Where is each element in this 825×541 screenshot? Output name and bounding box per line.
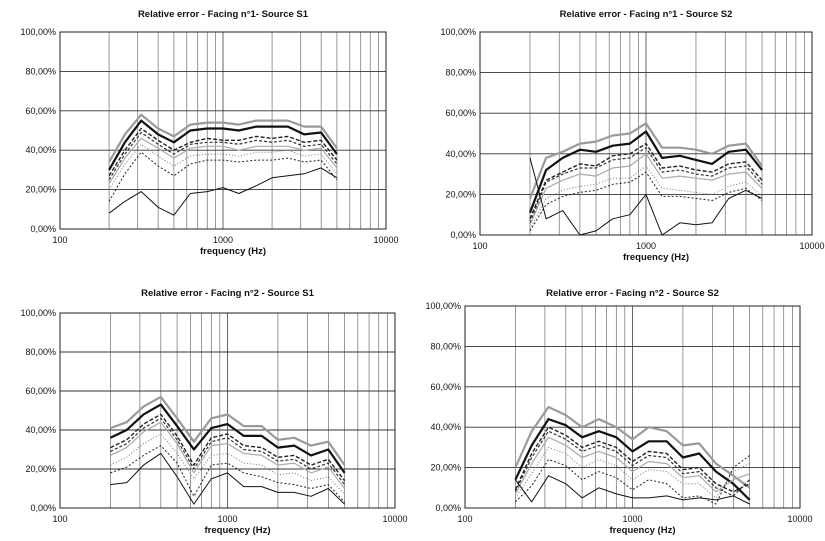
y-tick-label: 60,00% <box>25 386 56 396</box>
series-line-3 <box>529 142 763 220</box>
y-tick-label: 0,00% <box>30 503 56 513</box>
x-axis-label: frequency (Hz) <box>623 252 689 263</box>
y-tick-label: 0,00% <box>450 230 476 240</box>
chart-facing1-s1: Relative error - Facing n°1- Source S1 0,… <box>20 9 398 257</box>
series-line-7 <box>108 151 338 202</box>
y-tick-label: 20,00% <box>25 464 56 474</box>
series-line-1 <box>110 395 346 466</box>
x-tick-label: 1000 <box>213 235 233 245</box>
x-tick-label: 1000 <box>636 241 656 251</box>
y-tick-label: 60,00% <box>25 106 56 116</box>
series-line-8 <box>108 167 338 216</box>
y-tick-label: 100,00% <box>425 301 461 311</box>
chart-title: Relative error - Facing n°2 - Source S2 <box>546 288 719 299</box>
y-tick-label: 100,00% <box>440 27 476 37</box>
series-line-7 <box>515 455 750 505</box>
series-line-5 <box>529 153 763 226</box>
x-axis-label: frequency (Hz) <box>610 525 676 536</box>
x-axis-label: frequency (Hz) <box>205 525 271 536</box>
chart-title: Relative error - Facing n°1 - Source S2 <box>560 9 733 20</box>
plot-frame <box>59 31 387 230</box>
y-tick-label: 20,00% <box>25 185 56 195</box>
y-tick-label: 20,00% <box>430 463 461 473</box>
series-line-2 <box>108 119 338 171</box>
x-tick-label: 100 <box>52 514 67 524</box>
series-line-4 <box>110 417 346 485</box>
x-tick-label: 100 <box>52 235 67 245</box>
series-line-1 <box>108 113 338 163</box>
series-line-7 <box>529 171 763 232</box>
series-line-7 <box>110 445 345 503</box>
y-tick-label: 80,00% <box>430 341 461 351</box>
chart-facing1-s2: Relative error - Facing n°1 - Source S2 0… <box>440 9 824 263</box>
plot-frame <box>59 312 396 509</box>
plot-frame <box>464 305 801 509</box>
y-tick-label: 40,00% <box>445 149 476 159</box>
chart-facing2-s2: Relative error - Facing n°2 - Source S2 0… <box>425 288 812 536</box>
y-tick-label: 40,00% <box>430 422 461 432</box>
x-tick-label: 100 <box>457 514 472 524</box>
series-line-6 <box>514 446 750 499</box>
y-tick-label: 60,00% <box>445 108 476 118</box>
series-line-2 <box>109 403 346 474</box>
y-tick-label: 80,00% <box>25 66 56 76</box>
y-tick-label: 20,00% <box>445 189 476 199</box>
y-tick-label: 40,00% <box>25 145 56 155</box>
y-tick-label: 60,00% <box>430 382 461 392</box>
series-line-4 <box>514 430 751 497</box>
series-line-1 <box>528 122 763 199</box>
series-line-6 <box>529 165 763 230</box>
y-tick-label: 80,00% <box>445 68 476 78</box>
series-line-2 <box>514 418 751 501</box>
series-line-8 <box>529 157 763 236</box>
chart-title: Relative error - Facing n°1- Source S1 <box>138 9 309 20</box>
y-tick-label: 0,00% <box>435 503 461 513</box>
x-tick-label: 10000 <box>799 241 824 251</box>
series-line-5 <box>110 421 346 489</box>
series-line-2 <box>528 130 763 214</box>
plot-frame <box>479 31 813 236</box>
series-line-8 <box>110 452 345 505</box>
series-line-8 <box>514 475 750 505</box>
series-line-3 <box>110 413 346 482</box>
chart-facing2-s1: Relative error - Facing n°2 - Source S1 0… <box>20 288 407 536</box>
series-line-5 <box>108 137 338 185</box>
y-tick-label: 80,00% <box>25 347 56 357</box>
chart-title: Relative error - Facing n°2 - Source S1 <box>141 288 314 299</box>
y-tick-label: 100,00% <box>20 27 56 37</box>
y-tick-label: 0,00% <box>30 224 56 234</box>
x-tick-label: 10000 <box>787 514 812 524</box>
series-line-3 <box>514 426 750 493</box>
x-axis-label: frequency (Hz) <box>200 246 266 257</box>
series-line-4 <box>108 131 338 181</box>
y-tick-label: 40,00% <box>25 425 56 435</box>
y-tick-label: 100,00% <box>20 308 56 318</box>
x-tick-label: 10000 <box>382 514 407 524</box>
x-tick-label: 1000 <box>217 514 237 524</box>
x-tick-label: 100 <box>472 241 487 251</box>
x-tick-label: 1000 <box>622 514 642 524</box>
series-line-3 <box>108 127 338 177</box>
x-tick-label: 10000 <box>373 235 398 245</box>
series-line-5 <box>514 436 750 495</box>
series-line-1 <box>514 405 751 489</box>
series-line-4 <box>529 147 763 224</box>
